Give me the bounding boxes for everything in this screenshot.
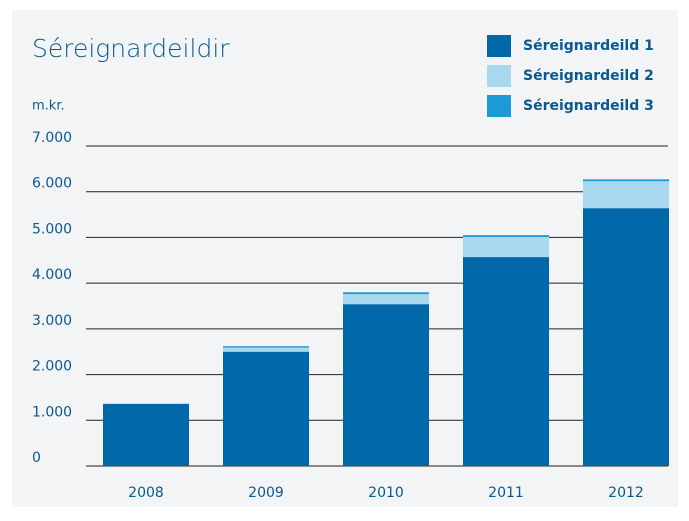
bar-segment — [223, 346, 309, 348]
y-tick-label: 5.000 — [32, 221, 72, 237]
bar-segment — [583, 181, 669, 209]
bar-segment — [463, 257, 549, 466]
legend-label: Séreignardeild 3 — [523, 98, 654, 114]
x-tick-label: 2012 — [608, 485, 644, 501]
y-tick-label: 3.000 — [32, 313, 72, 329]
chart-title: Séreignardeildir — [32, 34, 230, 63]
y-tick-label: 2.000 — [32, 359, 72, 375]
bar-segment — [103, 403, 189, 466]
x-tick-label: 2010 — [368, 485, 404, 501]
bar-segment — [583, 208, 669, 466]
bar-segment — [463, 236, 549, 258]
y-tick-label: 6.000 — [32, 176, 72, 192]
y-tick-label: 4.000 — [32, 267, 72, 283]
x-tick-label: 2009 — [248, 485, 284, 501]
bar-segment — [223, 347, 309, 352]
legend-swatch — [487, 35, 511, 57]
legend-label: Séreignardeild 2 — [523, 68, 654, 84]
bar-segment — [583, 179, 669, 182]
bar-segment — [343, 294, 429, 305]
y-tick-label: 1.000 — [32, 404, 72, 420]
bar-segment — [343, 304, 429, 466]
y-axis-label: m.kr. — [32, 99, 65, 114]
y-tick-label: 0 — [32, 450, 41, 466]
legend-swatch — [487, 95, 511, 117]
bar-segment — [343, 292, 429, 295]
legend-label: Séreignardeild 1 — [523, 38, 654, 54]
x-tick-label: 2008 — [128, 485, 164, 501]
x-tick-label: 2011 — [488, 485, 524, 501]
y-tick-label: 7.000 — [32, 130, 72, 146]
bar-segment — [223, 351, 309, 466]
legend-swatch — [487, 65, 511, 87]
bar-segment — [463, 235, 549, 237]
